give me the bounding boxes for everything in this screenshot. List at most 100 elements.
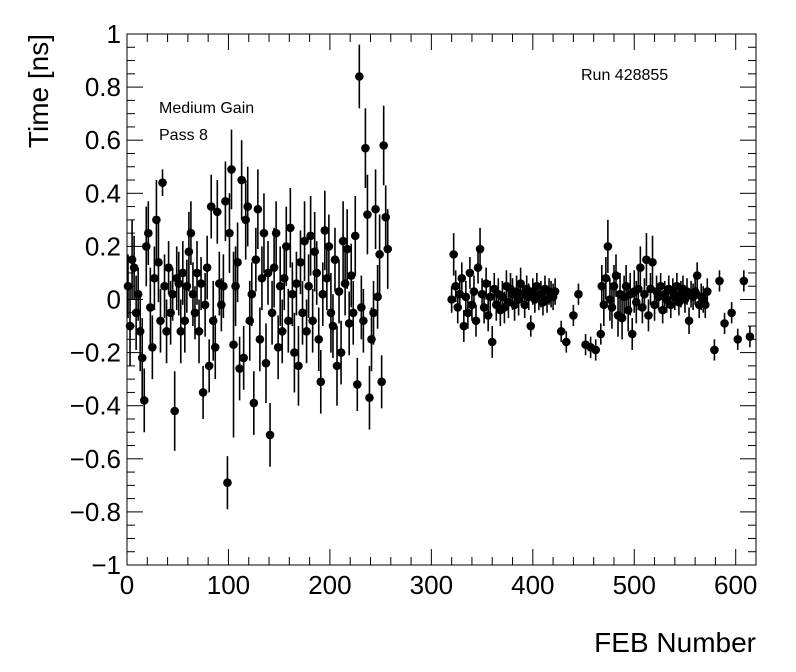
data-point <box>196 279 206 288</box>
data-point <box>186 228 196 238</box>
y-tick-label: −0.2 <box>70 338 121 368</box>
data-point <box>223 478 232 487</box>
data-point <box>168 289 177 299</box>
data-point <box>532 281 542 291</box>
data-point <box>123 281 133 291</box>
y-tick-label: 0 <box>107 285 121 315</box>
data-point <box>249 398 259 408</box>
data-point <box>180 316 190 326</box>
data-point <box>605 295 615 304</box>
data-point <box>322 273 332 283</box>
data-point <box>217 300 226 310</box>
data-point <box>227 165 236 174</box>
y-tick-label: 0.2 <box>85 231 121 261</box>
data-point <box>603 242 613 251</box>
data-point <box>237 175 246 185</box>
data-point <box>182 281 192 291</box>
data-point <box>371 204 380 214</box>
data-point <box>251 255 261 264</box>
data-point <box>188 289 198 299</box>
data-point <box>296 258 305 267</box>
data-point <box>221 196 230 206</box>
data-point <box>139 396 149 405</box>
data-point <box>346 271 356 280</box>
data-point <box>485 292 495 302</box>
data-point <box>178 268 188 278</box>
data-point <box>357 303 366 312</box>
data-point <box>271 228 281 238</box>
data-point <box>658 305 667 315</box>
data-point <box>599 300 609 310</box>
data-point <box>314 335 324 344</box>
data-point <box>342 244 352 254</box>
data-point <box>302 327 311 336</box>
data-point <box>298 308 307 318</box>
data-point <box>715 276 724 286</box>
data-point <box>648 258 657 267</box>
data-point <box>561 337 571 347</box>
data-point <box>148 342 157 352</box>
data-point <box>465 268 475 278</box>
y-tick-label: 0.4 <box>85 178 121 208</box>
data-point <box>245 316 255 326</box>
data-point <box>332 361 342 371</box>
data-point <box>150 273 159 283</box>
data-point <box>241 215 250 225</box>
data-point <box>233 258 242 267</box>
data-point <box>690 287 700 296</box>
data-point <box>304 281 313 291</box>
data-point <box>255 335 265 344</box>
data-point <box>684 316 694 326</box>
data-point <box>344 319 354 328</box>
data-point <box>202 263 212 272</box>
data-point <box>235 364 244 373</box>
data-point <box>569 311 578 320</box>
data-point <box>650 300 659 310</box>
data-point <box>133 289 143 299</box>
data-point <box>306 231 315 241</box>
data-point <box>144 228 153 238</box>
y-tick-label: −0.4 <box>70 391 121 421</box>
data-point <box>656 281 665 291</box>
data-point <box>273 342 283 352</box>
data-point <box>275 281 285 291</box>
data-point <box>125 321 135 331</box>
data-point <box>591 345 601 355</box>
data-point <box>265 430 275 440</box>
data-point <box>556 327 566 336</box>
data-point <box>308 316 317 326</box>
data-point <box>194 327 204 336</box>
data-point <box>257 273 267 283</box>
data-point <box>324 242 334 251</box>
data-point <box>334 287 344 296</box>
data-point <box>198 388 208 397</box>
data-point <box>469 287 479 296</box>
data-point <box>451 281 461 291</box>
y-tick-label: −1 <box>91 550 121 580</box>
data-point <box>243 202 253 211</box>
data-point <box>184 247 194 257</box>
data-point <box>597 281 607 291</box>
data-point <box>212 207 222 217</box>
data-point <box>381 212 391 222</box>
data-point <box>154 258 163 267</box>
data-point <box>141 242 151 251</box>
data-point <box>174 279 184 288</box>
tick-labels: 0 100 200 300 400 500 600 1 0.8 0.6 0.4 0.2 0 −0.2 −0.… <box>70 19 758 600</box>
data-point <box>710 345 719 355</box>
y-axis-title: Time [ns] <box>23 34 54 148</box>
data-point <box>292 279 301 288</box>
data-point <box>666 300 676 310</box>
data-point <box>219 281 228 291</box>
data-point <box>703 287 712 296</box>
data-point <box>363 210 372 219</box>
data-point <box>326 308 336 318</box>
data-point <box>481 279 491 288</box>
data-point <box>350 231 360 241</box>
data-point <box>520 300 529 310</box>
data-point <box>617 313 627 323</box>
data-point <box>229 340 238 349</box>
data-point <box>336 348 346 357</box>
data-point <box>609 281 619 291</box>
data-point <box>483 311 493 320</box>
